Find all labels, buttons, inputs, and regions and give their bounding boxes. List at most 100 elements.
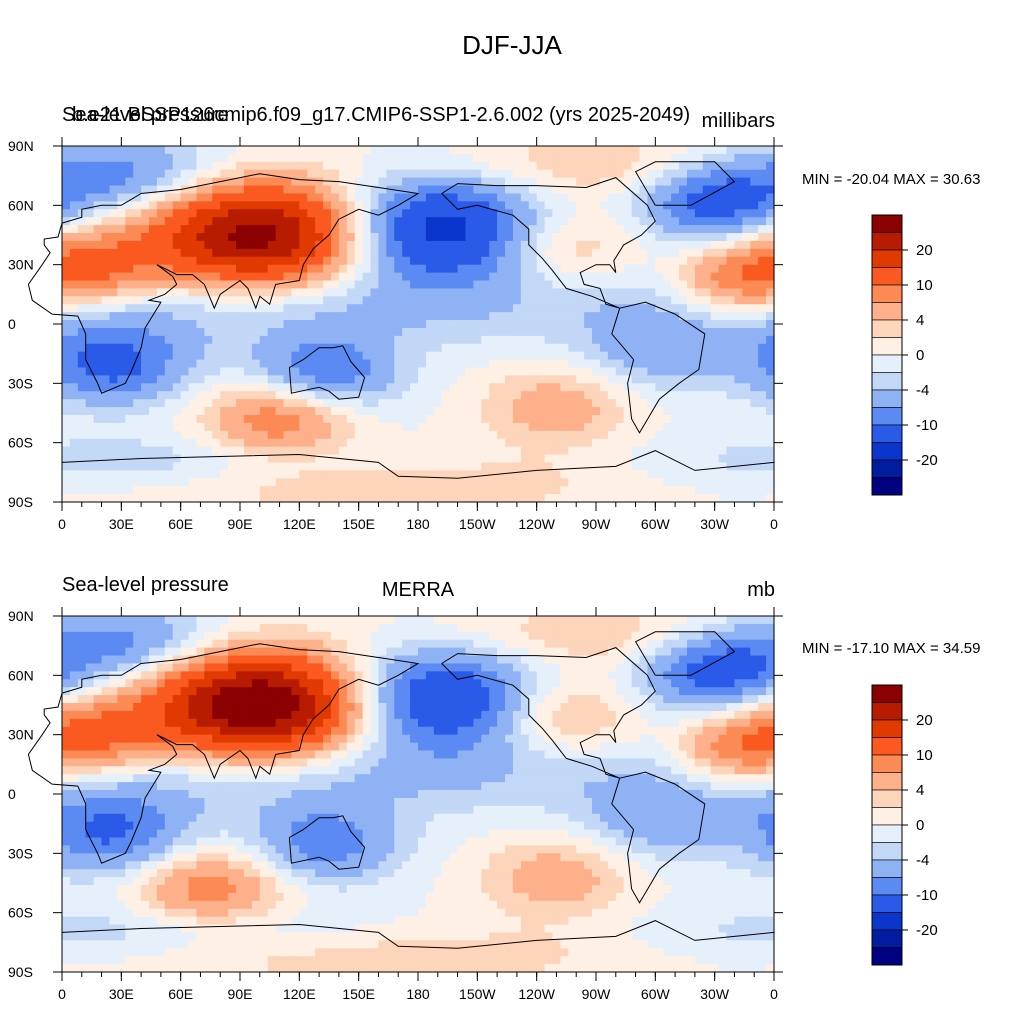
field-cell	[655, 399, 664, 408]
field-cell	[109, 407, 118, 416]
field-cell	[386, 312, 395, 321]
field-cell	[449, 422, 459, 432]
field-cell	[623, 663, 633, 672]
field-cell	[710, 422, 720, 432]
field-cell	[512, 663, 522, 672]
field-cell	[386, 288, 395, 297]
field-cell	[718, 631, 728, 641]
field-cell	[196, 486, 205, 495]
field-cell	[647, 272, 656, 282]
field-cell	[410, 169, 419, 179]
field-cell	[457, 351, 467, 361]
field-cell	[267, 616, 277, 625]
field-cell	[742, 209, 751, 218]
field-cell	[647, 671, 656, 680]
field-cell	[584, 296, 593, 305]
field-cell	[410, 193, 419, 202]
field-cell	[702, 272, 712, 282]
field-cell	[418, 351, 427, 361]
field-cell	[330, 217, 340, 226]
field-cell	[433, 470, 443, 479]
field-cell	[489, 679, 498, 688]
field-cell	[497, 351, 506, 361]
field-cell	[354, 462, 364, 471]
field-cell	[109, 146, 118, 155]
field-cell	[418, 422, 427, 432]
field-cell	[528, 320, 538, 329]
field-cell	[576, 304, 585, 313]
field-cell	[212, 478, 221, 487]
field-cell	[750, 288, 759, 297]
field-cell	[441, 462, 451, 471]
field-cell	[631, 359, 641, 369]
field-cell	[718, 470, 728, 479]
field-cell	[750, 375, 759, 384]
field-cell	[354, 655, 364, 665]
field-cell	[433, 169, 443, 179]
field-cell	[283, 327, 293, 337]
field-cell	[584, 462, 593, 471]
field-cell	[465, 312, 474, 321]
field-cell	[291, 430, 300, 440]
field-cell	[125, 193, 134, 202]
field-cell	[694, 225, 704, 234]
field-cell	[449, 225, 459, 234]
field-cell	[338, 422, 348, 432]
field-cell	[354, 470, 364, 479]
field-cell	[77, 201, 87, 210]
field-cell	[220, 375, 229, 384]
field-cell	[742, 288, 751, 297]
field-cell	[702, 470, 712, 479]
field-cell	[433, 414, 443, 424]
field-cell	[251, 438, 261, 448]
field-cell	[457, 335, 467, 345]
field-cell	[228, 225, 237, 234]
field-cell	[370, 359, 380, 369]
field-cell	[425, 430, 435, 440]
field-cell	[497, 146, 506, 155]
field-cell	[607, 161, 617, 171]
field-cell	[505, 671, 514, 680]
field-cell	[734, 288, 743, 297]
field-cell	[212, 304, 221, 313]
field-cell	[283, 391, 293, 400]
field-cell	[370, 367, 380, 377]
field-cell	[679, 367, 688, 377]
field-cell	[354, 422, 364, 432]
field-cell	[465, 671, 474, 680]
field-cell	[69, 320, 79, 329]
field-cell	[584, 367, 593, 377]
field-cell	[69, 679, 79, 688]
field-cell	[418, 335, 427, 345]
field-cell	[584, 351, 593, 361]
field-cell	[505, 616, 514, 625]
field-cell	[528, 296, 538, 305]
field-cell	[560, 679, 569, 688]
field-cell	[212, 367, 221, 377]
field-cell	[584, 647, 593, 657]
field-cell	[639, 240, 649, 250]
field-cell	[560, 478, 569, 487]
field-cell	[141, 631, 150, 641]
field-cell	[141, 438, 150, 448]
field-cell	[77, 161, 87, 171]
field-cell	[291, 248, 300, 258]
field-cell	[449, 414, 459, 424]
field-cell	[726, 177, 736, 187]
field-cell	[576, 264, 585, 274]
field-cell	[188, 240, 198, 250]
field-cell	[465, 201, 474, 210]
field-cell	[291, 177, 300, 187]
field-cell	[117, 367, 126, 377]
field-cell	[251, 399, 261, 408]
field-cell	[370, 631, 380, 641]
field-cell	[702, 647, 712, 657]
field-cell	[378, 414, 387, 424]
field-cell	[457, 304, 467, 313]
panel2-center-title: MERRA	[381, 579, 455, 601]
field-cell	[726, 240, 736, 250]
field-cell	[679, 312, 688, 321]
field-cell	[433, 304, 443, 313]
field-cell	[323, 486, 332, 495]
field-cell	[766, 454, 775, 464]
